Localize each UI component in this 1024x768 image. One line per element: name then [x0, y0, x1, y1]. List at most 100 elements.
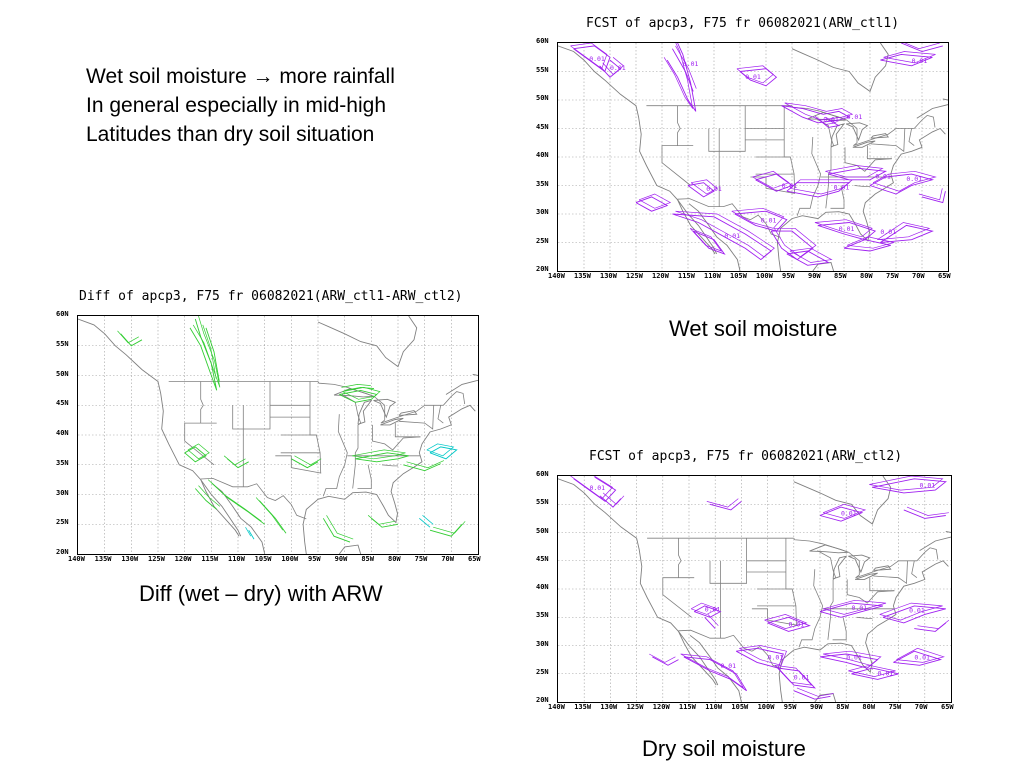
diff-caption: Diff (wet – dry) with ARW [139, 581, 383, 606]
contour-label: 0.01 [782, 182, 798, 190]
state-border [911, 560, 918, 579]
state-border [357, 464, 372, 489]
lon-tick-label: 85W [361, 555, 374, 563]
precip-contour [872, 170, 937, 192]
precip-contour [817, 222, 877, 241]
contour-label: 0.01 [880, 228, 896, 236]
precip-contour [734, 210, 788, 232]
contour-label: 0.01 [878, 669, 894, 677]
coastline [338, 544, 362, 554]
state-border [827, 579, 834, 640]
contour-label: 0.01 [789, 620, 805, 628]
state-border [678, 538, 682, 578]
lat-tick-label: 40N [536, 151, 549, 159]
map-plot-area [77, 315, 479, 555]
lat-tick-label: 45N [536, 554, 549, 563]
contour-label: 0.01 [920, 481, 936, 489]
lat-tick-label: 25N [56, 518, 69, 527]
lon-tick-label: 135W [574, 272, 591, 280]
precip-contour [764, 614, 808, 629]
coastline [776, 127, 946, 271]
precip-contour [736, 65, 774, 84]
state-border [322, 414, 348, 497]
state-border [662, 577, 695, 618]
precip-contour [429, 446, 458, 460]
contour-label: 0.01 [768, 654, 784, 662]
precip-contour [880, 53, 933, 67]
precip-contour [774, 664, 813, 686]
coastline [558, 45, 718, 255]
lon-tick-label: 140W [68, 555, 85, 563]
precip-contour [893, 650, 943, 666]
lon-tick-label: 90W [334, 555, 348, 563]
state-border [869, 577, 895, 592]
precip-contour [814, 219, 873, 238]
lon-tick-label: 120W [174, 555, 192, 563]
state-border [352, 424, 359, 489]
coastline [472, 373, 478, 376]
lon-tick-label: 140W [548, 703, 565, 711]
lon-tick-label: 135W [574, 703, 592, 711]
contour-label: 0.01 [846, 654, 862, 662]
precip-contour [693, 605, 722, 618]
precip-contour [294, 455, 322, 466]
precip-contour [663, 43, 694, 109]
precip-contour [739, 68, 778, 87]
precip-contour [704, 616, 716, 629]
precip-contour [322, 518, 351, 543]
contour-label: 0.01 [875, 173, 891, 181]
precip-contour [426, 443, 455, 457]
contour-label: 0.01 [914, 654, 930, 662]
precip-contour [903, 509, 946, 519]
precip-contour [823, 599, 887, 615]
state-border [783, 105, 795, 194]
contour-label: 0.01 [794, 673, 810, 681]
lon-tick-label: 100W [757, 703, 775, 711]
state-border [399, 405, 435, 430]
precip-contour [198, 485, 221, 507]
lon-tick-label: 140W [548, 272, 565, 280]
lake-outline [852, 140, 876, 148]
coastline [919, 536, 951, 551]
lake-outline [809, 544, 849, 554]
precip-contour [248, 529, 255, 540]
diff-panel: Diff of apcp3, F75 fr 06082021(ARW_ctl1-… [47, 287, 491, 567]
precip-contour [869, 476, 944, 491]
lon-tick-label: 105W [730, 272, 747, 280]
summary-line-2: In general especially in mid-high [86, 94, 386, 117]
precip-contour [192, 316, 221, 388]
lat-tick-label: 20N [536, 265, 549, 273]
contour-label: 0.01 [834, 183, 850, 191]
lon-tick-label: 90W [810, 703, 823, 711]
precip-contour [921, 191, 946, 204]
lon-tick-label: 110W [704, 272, 721, 280]
contour-label: 0.01 [761, 217, 777, 225]
state-border [830, 185, 845, 209]
lon-tick-label: 75W [886, 272, 899, 280]
state-border [793, 537, 939, 579]
precip-contour [848, 664, 896, 677]
state-border [873, 560, 908, 585]
precip-contour [675, 210, 775, 258]
precip-contour [120, 333, 143, 347]
lon-tick-label: 115W [679, 703, 696, 711]
lake-outline [830, 123, 846, 148]
precip-contour [683, 656, 747, 692]
lat-tick-label: 40N [56, 429, 69, 437]
precip-contour [207, 479, 262, 522]
precip-contour [599, 495, 622, 508]
lake-outline [398, 410, 418, 416]
lat-tick-label: 50N [536, 94, 549, 102]
lat-tick-label: 35N [536, 179, 549, 188]
precip-contour [573, 476, 617, 502]
state-border [796, 136, 822, 216]
contour-label: 0.01 [720, 662, 736, 670]
coastline [778, 560, 949, 702]
wet-soil-panel: FCST of apcp3, F75 fr 06082021(ARW_ctl1)… [527, 14, 961, 284]
contour-label: 0.01 [851, 604, 867, 612]
precip-contour [731, 207, 785, 229]
precip-contour [896, 647, 945, 663]
state-border [200, 477, 307, 520]
contour-label: 0.01 [705, 606, 721, 614]
precip-contour [194, 488, 217, 510]
